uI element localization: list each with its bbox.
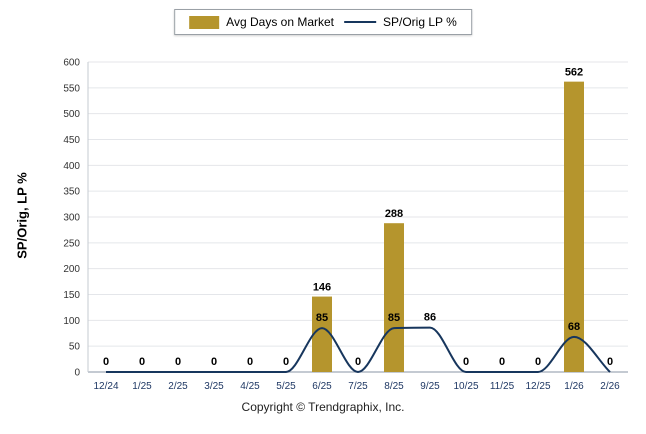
svg-text:2/26: 2/26 xyxy=(600,381,620,392)
svg-text:0: 0 xyxy=(247,356,253,368)
svg-text:1/26: 1/26 xyxy=(564,381,584,392)
legend-item-avg-days[interactable]: Avg Days on Market xyxy=(189,15,334,29)
svg-text:6/25: 6/25 xyxy=(312,381,332,392)
svg-text:550: 550 xyxy=(63,83,80,94)
svg-text:0: 0 xyxy=(283,356,289,368)
svg-text:11/25: 11/25 xyxy=(490,381,515,392)
svg-text:300: 300 xyxy=(63,213,80,224)
svg-text:8/25: 8/25 xyxy=(384,381,404,392)
svg-text:0: 0 xyxy=(499,356,505,368)
svg-text:562: 562 xyxy=(565,67,583,79)
svg-text:600: 600 xyxy=(63,58,80,69)
svg-text:5/25: 5/25 xyxy=(276,381,296,392)
svg-text:0: 0 xyxy=(355,356,361,368)
legend: Avg Days on Market SP/Orig LP % xyxy=(174,9,472,35)
svg-text:0: 0 xyxy=(607,356,613,368)
svg-text:288: 288 xyxy=(385,208,403,220)
svg-text:1/25: 1/25 xyxy=(132,381,152,392)
svg-text:86: 86 xyxy=(424,312,436,324)
svg-text:400: 400 xyxy=(63,161,80,172)
bar-swatch-icon xyxy=(189,15,220,29)
svg-text:450: 450 xyxy=(63,135,80,146)
svg-text:0: 0 xyxy=(175,356,181,368)
svg-text:350: 350 xyxy=(63,187,80,198)
svg-text:100: 100 xyxy=(63,316,80,327)
svg-text:0: 0 xyxy=(463,356,469,368)
svg-text:68: 68 xyxy=(568,321,580,333)
svg-text:10/25: 10/25 xyxy=(453,381,478,392)
svg-text:500: 500 xyxy=(63,109,80,120)
svg-text:85: 85 xyxy=(316,312,328,324)
svg-text:0: 0 xyxy=(211,356,217,368)
svg-text:3/25: 3/25 xyxy=(204,381,224,392)
copyright-text: Copyright © Trendgraphix, Inc. xyxy=(241,400,405,414)
legend-item-sp-orig-lp[interactable]: SP/Orig LP % xyxy=(344,15,457,29)
svg-text:0: 0 xyxy=(139,356,145,368)
svg-text:4/25: 4/25 xyxy=(240,381,260,392)
legend-label-avg-days: Avg Days on Market xyxy=(226,15,335,29)
chart-canvas: 0 50 100 150 200 250 300 350 400 450 500 550 600 12/2… xyxy=(63,58,628,392)
svg-text:150: 150 xyxy=(63,290,80,301)
svg-text:50: 50 xyxy=(69,342,81,353)
svg-text:9/25: 9/25 xyxy=(420,381,440,392)
svg-text:12/25: 12/25 xyxy=(525,381,550,392)
svg-text:0: 0 xyxy=(103,356,109,368)
svg-text:0: 0 xyxy=(74,368,80,379)
svg-text:0: 0 xyxy=(535,356,541,368)
line-swatch-icon xyxy=(344,21,377,23)
svg-text:12/24: 12/24 xyxy=(93,381,118,392)
svg-text:200: 200 xyxy=(63,264,80,275)
svg-text:2/25: 2/25 xyxy=(168,381,188,392)
svg-text:7/25: 7/25 xyxy=(348,381,368,392)
legend-label-sp-orig-lp: SP/Orig LP % xyxy=(383,15,457,29)
svg-text:146: 146 xyxy=(313,282,331,294)
svg-text:85: 85 xyxy=(388,312,400,324)
svg-text:250: 250 xyxy=(63,238,80,249)
